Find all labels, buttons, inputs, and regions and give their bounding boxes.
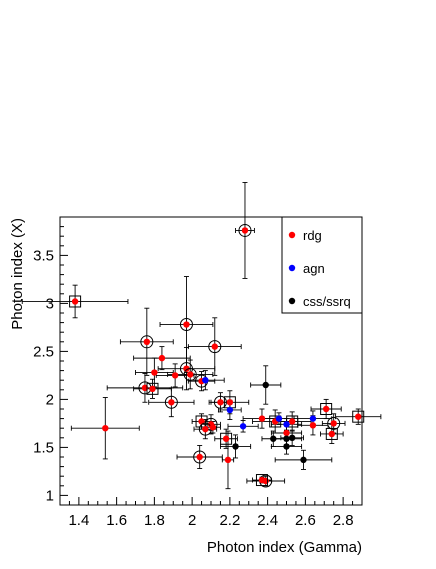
- data-point-rdg: [283, 429, 290, 437]
- data-point-css-ssrq: [283, 435, 290, 442]
- data-point-rdg: [102, 425, 109, 432]
- x-tick-label: 2.8: [333, 512, 354, 529]
- open-box-marker: [220, 432, 233, 445]
- open-circle-marker: [183, 367, 197, 381]
- data-point-css-ssrq: [262, 381, 269, 389]
- open-circle-marker: [327, 416, 341, 430]
- data-point-rdg: [202, 425, 209, 433]
- data-point-rdg: [309, 422, 317, 429]
- data-point-rdg: [217, 399, 224, 406]
- data-point-agn: [202, 377, 209, 384]
- open-circle-marker: [208, 340, 222, 354]
- data-point-rdg: [330, 420, 337, 427]
- open-circle-marker: [238, 223, 252, 237]
- open-box-marker: [325, 427, 338, 440]
- open-box-marker: [352, 410, 365, 423]
- data-point-css-ssrq: [288, 434, 296, 441]
- legend-label: agn: [303, 261, 325, 276]
- data-point-rdg: [209, 424, 217, 431]
- x-tick-label: 1.8: [144, 512, 165, 529]
- data-point-rdg: [258, 415, 266, 422]
- data-point-rdg: [224, 456, 232, 464]
- legend-marker: [288, 264, 296, 272]
- x-tick-label: 2.2: [219, 512, 240, 529]
- data-point-agn: [239, 423, 247, 430]
- data-point-rdg: [288, 418, 296, 425]
- x-tick-label: 1.6: [106, 512, 127, 529]
- x-tick-label: 1.4: [68, 512, 89, 529]
- open-box-marker: [255, 474, 268, 487]
- data-point-agn: [283, 421, 290, 428]
- open-box-marker: [146, 382, 159, 395]
- y-tick-label: 2: [46, 391, 54, 408]
- y-tick-label: 3.5: [33, 247, 54, 264]
- x-tick-label: 2: [188, 512, 196, 529]
- x-tick-label: 2.6: [295, 512, 316, 529]
- data-point-rdg: [355, 413, 362, 420]
- data-point-rdg: [71, 298, 79, 305]
- x-axis-label: Photon index (Gamma): [207, 539, 362, 556]
- data-point-rdg: [328, 430, 335, 438]
- data-point-rdg: [171, 372, 179, 379]
- data-point-agn: [226, 406, 234, 414]
- data-point-rdg: [183, 365, 190, 372]
- open-box-marker: [69, 295, 82, 308]
- data-point-css-ssrq: [232, 443, 239, 450]
- data-point-rdg: [222, 435, 230, 442]
- data-point-rdg: [168, 399, 175, 406]
- y-tick-label: 2.5: [33, 343, 54, 360]
- y-tick-label: 3: [46, 295, 54, 312]
- legend-marker: [288, 231, 296, 239]
- data-point-rdg: [158, 354, 166, 362]
- data-point-rdg: [241, 227, 249, 234]
- legend-marker: [288, 297, 296, 305]
- x-tick-label: 2.4: [257, 512, 278, 529]
- data-point-rdg: [183, 321, 190, 328]
- open-circle-marker: [213, 395, 227, 409]
- open-box-marker: [195, 415, 208, 428]
- data-point-rdg: [322, 405, 330, 413]
- data-point-rdg: [187, 371, 194, 378]
- data-point-rdg: [258, 476, 266, 484]
- open-circle-marker: [140, 335, 154, 349]
- data-point-rdg: [211, 343, 218, 350]
- data-point-agn: [275, 415, 283, 422]
- open-circle-marker: [164, 395, 178, 409]
- legend-label: css/ssrq: [303, 294, 351, 309]
- data-point-rdg: [149, 385, 156, 393]
- data-point-rdg: [226, 399, 234, 406]
- data-point-css-ssrq: [270, 435, 277, 442]
- open-circle-marker: [193, 450, 207, 464]
- data-point-rdg: [143, 338, 151, 345]
- open-box-marker: [269, 415, 282, 428]
- data-point-css-ssrq: [283, 443, 290, 450]
- legend-box: [281, 216, 363, 314]
- y-axis-label: Photon index (X): [9, 218, 26, 330]
- data-point-rdg: [196, 453, 203, 461]
- y-tick-label: 1: [46, 487, 54, 504]
- y-tick-label: 1.5: [33, 439, 54, 456]
- data-point-css-ssrq: [300, 456, 307, 464]
- open-box-marker: [320, 403, 333, 415]
- legend-label: rdg: [303, 228, 322, 243]
- data-point-rdg: [151, 369, 158, 376]
- open-circle-marker: [179, 318, 193, 332]
- data-point-agn: [309, 415, 317, 422]
